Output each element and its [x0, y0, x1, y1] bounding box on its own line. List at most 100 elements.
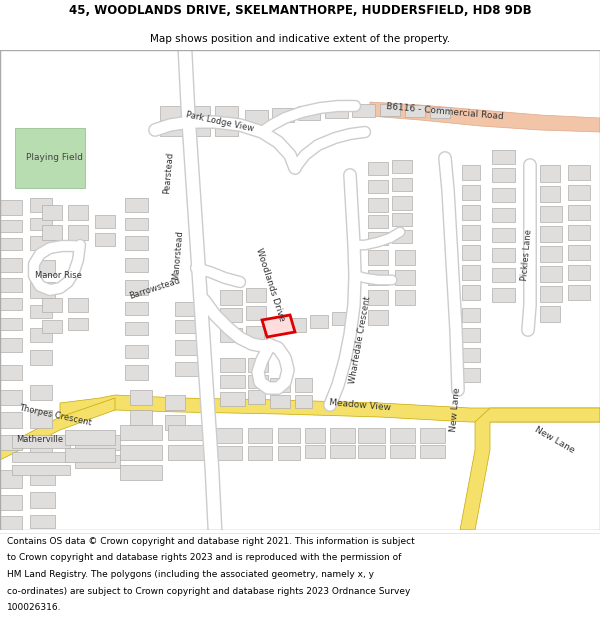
Polygon shape	[248, 358, 268, 372]
Polygon shape	[568, 265, 590, 280]
Polygon shape	[568, 185, 590, 200]
Polygon shape	[245, 110, 268, 125]
Polygon shape	[30, 468, 55, 485]
Polygon shape	[492, 168, 515, 182]
Polygon shape	[492, 208, 515, 222]
Polygon shape	[12, 435, 70, 448]
Polygon shape	[30, 350, 52, 365]
Polygon shape	[68, 298, 88, 312]
Polygon shape	[462, 308, 480, 322]
Polygon shape	[125, 198, 148, 212]
Polygon shape	[295, 395, 312, 408]
Polygon shape	[368, 232, 388, 245]
Polygon shape	[278, 428, 300, 443]
Polygon shape	[395, 270, 415, 285]
Polygon shape	[188, 124, 210, 136]
Polygon shape	[568, 225, 590, 240]
Polygon shape	[278, 446, 300, 460]
Polygon shape	[462, 185, 480, 200]
Polygon shape	[368, 270, 388, 285]
Polygon shape	[42, 320, 62, 333]
Polygon shape	[30, 236, 55, 250]
Polygon shape	[462, 328, 480, 342]
Polygon shape	[392, 213, 412, 226]
Polygon shape	[125, 322, 148, 335]
Polygon shape	[160, 124, 185, 136]
Polygon shape	[215, 106, 238, 120]
Polygon shape	[462, 348, 480, 362]
Polygon shape	[95, 215, 115, 228]
Polygon shape	[492, 228, 515, 242]
Polygon shape	[460, 408, 600, 530]
Polygon shape	[246, 306, 266, 320]
Polygon shape	[215, 446, 242, 460]
Text: 45, WOODLANDS DRIVE, SKELMANTHORPE, HUDDERSFIELD, HD8 9DB: 45, WOODLANDS DRIVE, SKELMANTHORPE, HUDD…	[68, 4, 532, 18]
Polygon shape	[130, 410, 152, 425]
Polygon shape	[262, 315, 295, 337]
Polygon shape	[270, 378, 290, 392]
Polygon shape	[65, 448, 115, 462]
Polygon shape	[540, 246, 562, 262]
Polygon shape	[462, 265, 480, 280]
Polygon shape	[65, 430, 115, 445]
Polygon shape	[368, 198, 388, 212]
Polygon shape	[12, 465, 70, 475]
Polygon shape	[246, 326, 264, 340]
Polygon shape	[358, 428, 385, 443]
Text: co-ordinates) are subject to Crown copyright and database rights 2023 Ordnance S: co-ordinates) are subject to Crown copyr…	[7, 586, 410, 596]
Polygon shape	[540, 306, 560, 322]
Polygon shape	[168, 445, 208, 460]
Polygon shape	[540, 286, 562, 302]
Polygon shape	[220, 358, 245, 372]
Polygon shape	[125, 345, 148, 358]
Polygon shape	[68, 225, 88, 240]
Polygon shape	[492, 188, 515, 202]
Text: to Crown copyright and database rights 2023 and is reproduced with the permissio: to Crown copyright and database rights 2…	[7, 553, 401, 562]
Polygon shape	[30, 198, 52, 212]
Polygon shape	[30, 492, 55, 508]
Polygon shape	[368, 250, 388, 265]
Text: Manor Rise: Manor Rise	[35, 271, 82, 279]
Text: New Lane: New Lane	[449, 388, 461, 432]
Polygon shape	[492, 248, 515, 262]
Polygon shape	[248, 375, 268, 388]
Polygon shape	[30, 440, 52, 458]
Polygon shape	[392, 178, 412, 191]
Polygon shape	[492, 268, 515, 282]
Polygon shape	[298, 106, 320, 120]
Text: Pickles Lane: Pickles Lane	[520, 229, 534, 281]
Polygon shape	[188, 106, 210, 120]
Polygon shape	[248, 446, 272, 460]
Polygon shape	[462, 205, 480, 220]
Polygon shape	[568, 205, 590, 220]
Polygon shape	[325, 105, 348, 118]
Polygon shape	[168, 425, 208, 440]
Polygon shape	[220, 290, 242, 305]
Polygon shape	[175, 362, 198, 376]
Polygon shape	[15, 128, 85, 188]
Polygon shape	[215, 124, 238, 136]
Polygon shape	[392, 196, 412, 210]
Polygon shape	[30, 282, 55, 298]
Polygon shape	[125, 302, 148, 315]
Polygon shape	[220, 392, 245, 406]
Polygon shape	[160, 106, 185, 120]
Polygon shape	[215, 428, 242, 443]
Polygon shape	[305, 445, 325, 458]
Polygon shape	[492, 150, 515, 164]
Text: Matherville: Matherville	[16, 436, 64, 444]
Polygon shape	[68, 205, 88, 220]
Polygon shape	[462, 285, 480, 300]
Polygon shape	[75, 455, 120, 468]
Text: Manorstead: Manorstead	[172, 230, 185, 280]
Polygon shape	[30, 385, 52, 400]
Polygon shape	[220, 328, 242, 342]
Polygon shape	[125, 218, 148, 230]
Text: Meadow View: Meadow View	[329, 398, 391, 412]
Polygon shape	[30, 410, 52, 428]
Polygon shape	[358, 445, 385, 458]
Polygon shape	[248, 428, 272, 443]
Polygon shape	[125, 258, 148, 272]
Polygon shape	[175, 340, 198, 355]
Polygon shape	[568, 285, 590, 300]
